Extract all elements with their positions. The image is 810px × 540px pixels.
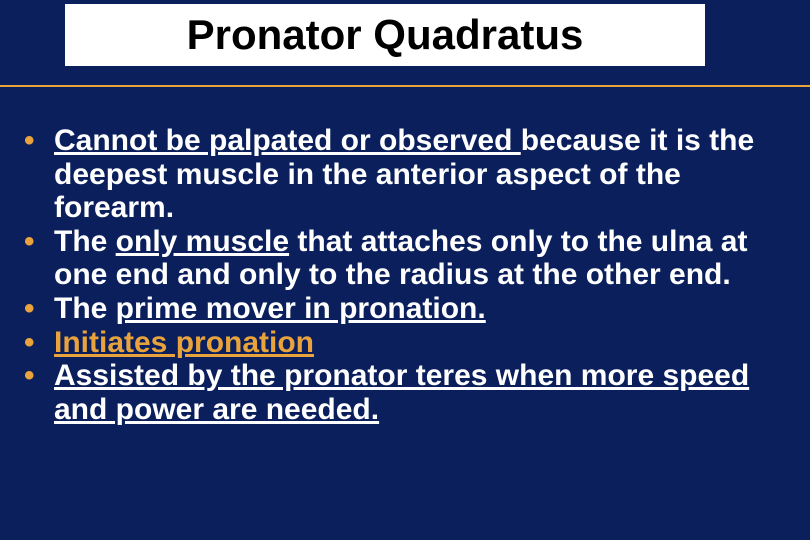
bullet-5: Assisted by the pronator teres when more… bbox=[20, 359, 800, 426]
bullet-3-underline: prime mover in pronation. bbox=[116, 292, 486, 325]
bullet-2-underline: only muscle bbox=[116, 225, 289, 258]
content-area: Cannot be palpated or observed because i… bbox=[20, 124, 800, 426]
bullet-list: Cannot be palpated or observed because i… bbox=[20, 124, 800, 426]
slide-title: Pronator Quadratus bbox=[187, 11, 584, 59]
bullet-4-text: Initiates pronation bbox=[54, 326, 314, 359]
bullet-4: Initiates pronation bbox=[20, 326, 800, 360]
bullet-3: The prime mover in pronation. bbox=[20, 292, 800, 326]
bullet-2: The only muscle that attaches only to th… bbox=[20, 225, 800, 292]
bullet-1: Cannot be palpated or observed because i… bbox=[20, 124, 800, 225]
divider-line bbox=[0, 85, 810, 87]
bullet-3-pre: The bbox=[54, 292, 116, 325]
title-box: Pronator Quadratus bbox=[65, 4, 705, 66]
bullet-5-text: Assisted by the pronator teres when more… bbox=[54, 359, 749, 426]
bullet-2-pre: The bbox=[54, 225, 116, 258]
slide: Pronator Quadratus Cannot be palpated or… bbox=[0, 0, 810, 540]
bullet-1-underline: Cannot be palpated or observed bbox=[54, 124, 521, 157]
